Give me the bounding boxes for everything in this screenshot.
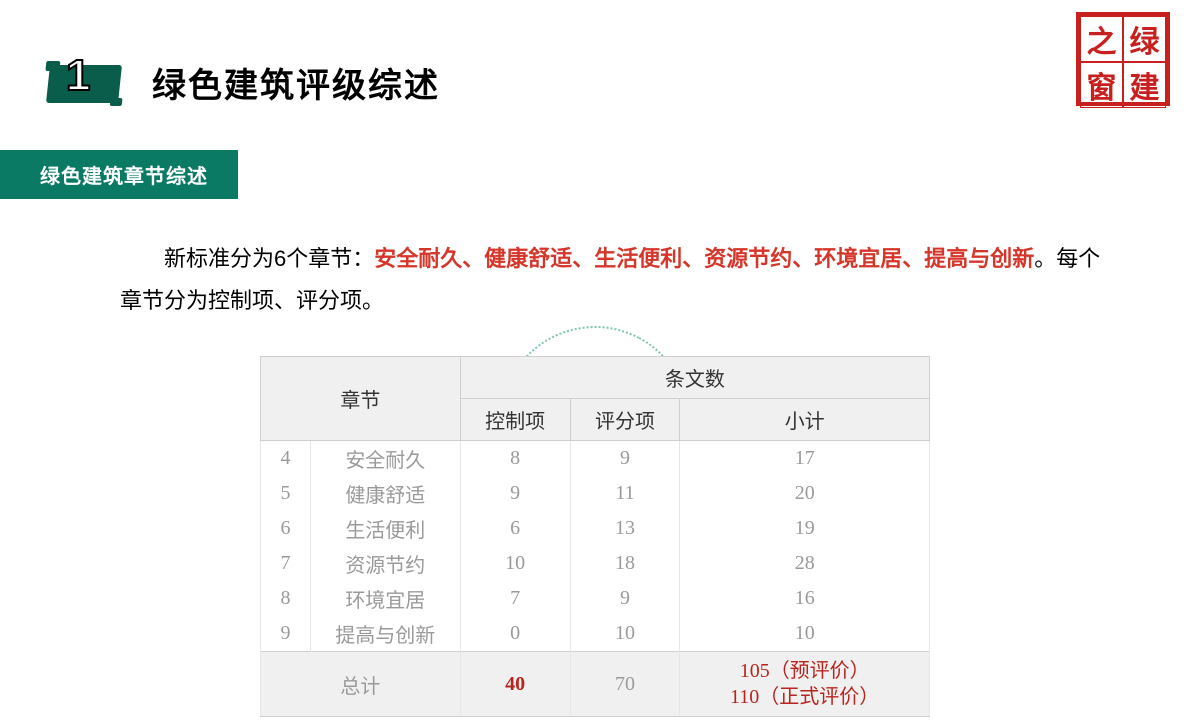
table-cell-control: 6 bbox=[460, 511, 570, 546]
table-cell-idx: 6 bbox=[261, 511, 311, 546]
table-cell-name: 提高与创新 bbox=[310, 616, 460, 652]
table-cell-subtotal: 19 bbox=[680, 511, 930, 546]
table-cell-name: 资源节约 bbox=[310, 546, 460, 581]
th-articles: 条文数 bbox=[460, 357, 929, 399]
th-subtotal: 小计 bbox=[680, 399, 930, 441]
table-row: 9提高与创新01010 bbox=[261, 616, 930, 652]
chapters-table: 章节 条文数 控制项 评分项 小计 4安全耐久89175健康舒适911206生活… bbox=[260, 356, 930, 717]
table-cell-idx: 7 bbox=[261, 546, 311, 581]
table-cell-subtotal: 20 bbox=[680, 476, 930, 511]
table-cell-idx: 5 bbox=[261, 476, 311, 511]
total-control: 40 bbox=[460, 652, 570, 717]
seal-cell: 绿 bbox=[1123, 16, 1166, 62]
table-row: 7资源节约101828 bbox=[261, 546, 930, 581]
seal-stamp: 之 绿 窗 建 bbox=[1076, 12, 1170, 106]
table-cell-score: 13 bbox=[570, 511, 680, 546]
table-cell-name: 安全耐久 bbox=[310, 441, 460, 477]
table-cell-score: 9 bbox=[570, 581, 680, 616]
page-title: 绿色建筑评级综述 bbox=[152, 58, 440, 107]
th-chapter: 章节 bbox=[261, 357, 461, 441]
table-cell-score: 10 bbox=[570, 616, 680, 652]
intro-paragraph: 新标准分为6个章节：安全耐久、健康舒适、生活便利、资源节约、环境宜居、提高与创新… bbox=[120, 238, 1110, 322]
subtitle-bar: 绿色建筑章节综述 bbox=[0, 150, 238, 199]
table-cell-control: 9 bbox=[460, 476, 570, 511]
para-highlights: 安全耐久、健康舒适、生活便利、资源节约、环境宜居、提高与创新 bbox=[374, 246, 1034, 271]
total-label: 总计 bbox=[261, 652, 461, 717]
total-score: 70 bbox=[570, 652, 680, 717]
para-prefix: 新标准分为6个章节： bbox=[164, 246, 374, 271]
table-row: 5健康舒适91120 bbox=[261, 476, 930, 511]
table-row: 8环境宜居7916 bbox=[261, 581, 930, 616]
table-cell-idx: 8 bbox=[261, 581, 311, 616]
seal-cell: 建 bbox=[1123, 62, 1166, 108]
table-total-row: 总计4070105（预评价）110（正式评价） bbox=[261, 652, 930, 717]
table-cell-name: 环境宜居 bbox=[310, 581, 460, 616]
table-cell-score: 18 bbox=[570, 546, 680, 581]
table-cell-control: 0 bbox=[460, 616, 570, 652]
table-cell-subtotal: 28 bbox=[680, 546, 930, 581]
seal-cell: 窗 bbox=[1080, 62, 1123, 108]
table-container: 建集成网 章节 条文数 控制项 评分项 小计 4安全耐久89175健康舒适911… bbox=[260, 356, 930, 717]
table-cell-control: 8 bbox=[460, 441, 570, 477]
table-row: 4安全耐久8917 bbox=[261, 441, 930, 477]
table-cell-name: 生活便利 bbox=[310, 511, 460, 546]
table-cell-idx: 9 bbox=[261, 616, 311, 652]
section-number: 1 bbox=[66, 51, 90, 101]
table-cell-control: 7 bbox=[460, 581, 570, 616]
body-content: 新标准分为6个章节：安全耐久、健康舒适、生活便利、资源节约、环境宜居、提高与创新… bbox=[120, 238, 1110, 322]
seal-cell: 之 bbox=[1080, 16, 1123, 62]
para-period: 。 bbox=[1034, 246, 1056, 271]
th-control: 控制项 bbox=[460, 399, 570, 441]
table-cell-subtotal: 10 bbox=[680, 616, 930, 652]
title-section: 1 绿色建筑评级综述 bbox=[48, 58, 440, 107]
total-subtotal: 105（预评价）110（正式评价） bbox=[680, 652, 930, 717]
table-header-row-1: 章节 条文数 bbox=[261, 357, 930, 399]
table-cell-score: 11 bbox=[570, 476, 680, 511]
table-cell-control: 10 bbox=[460, 546, 570, 581]
table-cell-subtotal: 17 bbox=[680, 441, 930, 477]
th-score: 评分项 bbox=[570, 399, 680, 441]
table-cell-subtotal: 16 bbox=[680, 581, 930, 616]
table-cell-idx: 4 bbox=[261, 441, 311, 477]
section-number-badge: 1 bbox=[48, 59, 124, 107]
table-row: 6生活便利61319 bbox=[261, 511, 930, 546]
table-cell-score: 9 bbox=[570, 441, 680, 477]
table-cell-name: 健康舒适 bbox=[310, 476, 460, 511]
